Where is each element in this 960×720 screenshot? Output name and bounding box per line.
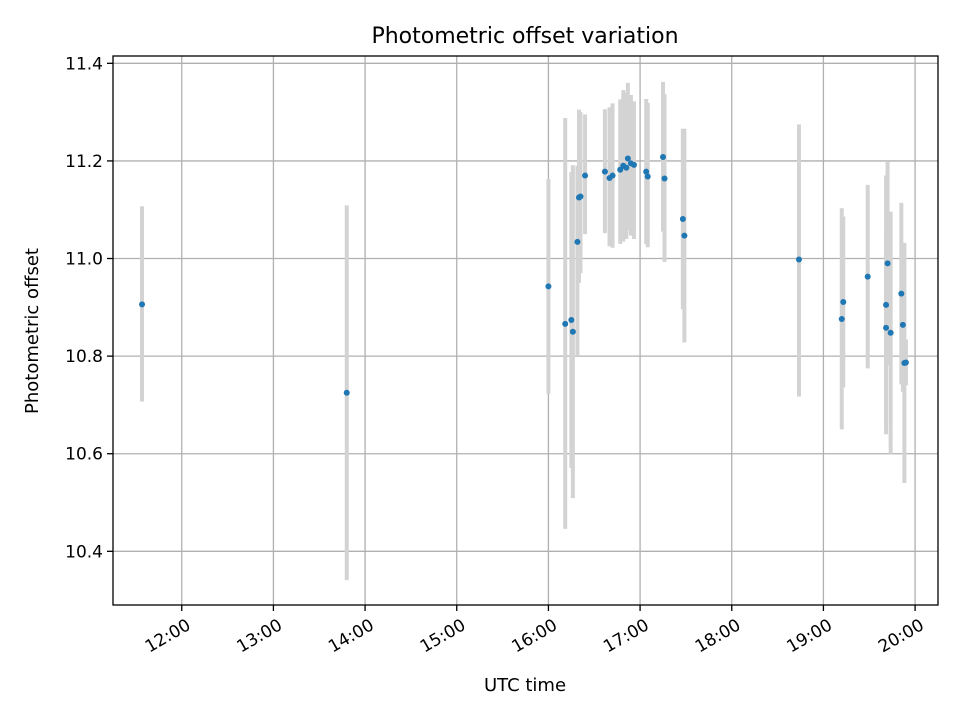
point-layer — [139, 154, 909, 396]
plot-frame — [112, 55, 939, 606]
data-point — [661, 175, 668, 182]
data-point — [568, 317, 575, 324]
data-point — [609, 172, 616, 179]
data-point — [577, 193, 584, 200]
data-point — [660, 154, 666, 161]
data-point — [840, 298, 847, 305]
y-tick-label: 11.0 — [65, 250, 103, 270]
data-point — [643, 168, 650, 175]
data-point — [681, 232, 688, 239]
data-point — [569, 328, 576, 335]
data-point — [887, 329, 894, 336]
data-point — [679, 215, 686, 222]
data-point — [139, 301, 146, 308]
data-point — [898, 290, 905, 297]
data-point — [582, 172, 589, 179]
data-point — [562, 320, 569, 327]
data-point — [574, 238, 581, 245]
data-point — [902, 359, 909, 366]
y-tick-label: 10.6 — [65, 445, 103, 465]
data-point — [624, 155, 631, 162]
data-point — [601, 168, 608, 175]
data-point — [343, 389, 350, 396]
data-point — [623, 164, 630, 171]
data-point — [883, 324, 890, 331]
y-tick-label: 10.8 — [65, 347, 103, 367]
x-axis-label: UTC time — [484, 675, 566, 696]
y-tick-label: 11.4 — [65, 54, 103, 74]
data-point — [864, 273, 871, 280]
chart-title: Photometric offset variation — [371, 24, 678, 49]
y-tick-label: 11.2 — [65, 152, 103, 172]
data-point — [644, 173, 651, 180]
data-point — [545, 283, 552, 290]
data-point — [883, 301, 890, 308]
grid-layer — [113, 56, 938, 605]
data-point — [899, 321, 906, 328]
data-point — [884, 260, 891, 267]
data-point — [630, 161, 637, 168]
y-axis-label: Photometric offset — [22, 248, 43, 414]
data-point — [838, 316, 845, 323]
data-point — [795, 256, 802, 263]
y-tick-label: 10.4 — [65, 542, 103, 562]
